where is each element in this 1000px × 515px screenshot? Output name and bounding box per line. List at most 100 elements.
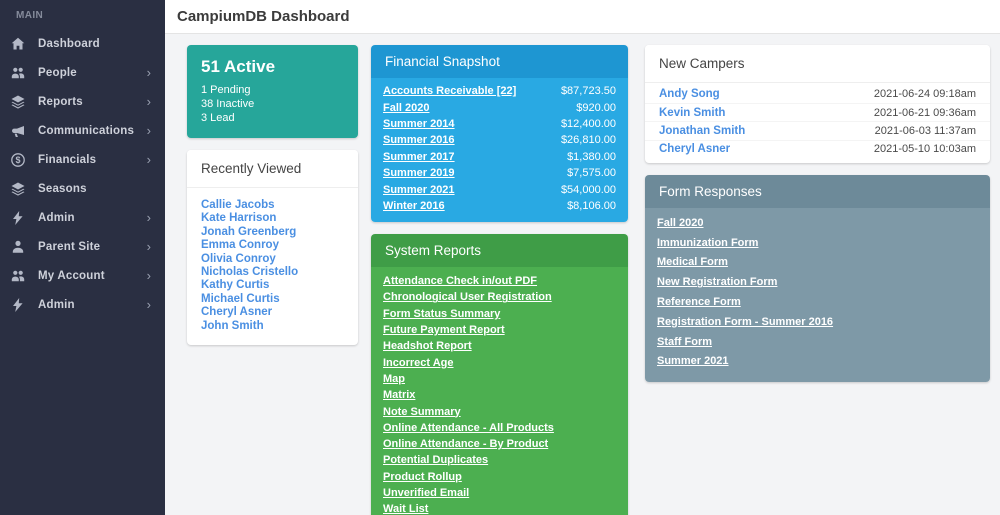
sidebar-item-communications[interactable]: Communications ›	[0, 116, 165, 145]
financial-row-link[interactable]: Fall 2020	[383, 101, 430, 114]
sidebar-item-dashboard[interactable]: Dashboard	[0, 29, 165, 58]
sidebar-item-label: Admin	[38, 298, 75, 311]
sidebar-nav: Dashboard People › Reports ›	[0, 29, 165, 319]
financial-row-link[interactable]: Summer 2017	[383, 150, 455, 163]
sidebar-item-label: Communications	[38, 124, 135, 137]
sidebar-section-label: MAIN	[16, 10, 44, 21]
system-reports-title: System Reports	[371, 234, 628, 268]
sidebar-item-seasons[interactable]: Seasons	[0, 174, 165, 203]
system-report-link[interactable]: Map	[383, 372, 405, 385]
recently-viewed-link[interactable]: Callie Jacobs	[201, 199, 275, 211]
new-campers-card: New Campers Andy Song 2021-06-24 09:18am…	[645, 45, 990, 163]
new-camper-link[interactable]: Cheryl Asner	[659, 143, 731, 156]
form-response-link[interactable]: Registration Form - Summer 2016	[657, 315, 834, 328]
stat-line: 3 Lead	[201, 112, 235, 124]
form-response-link[interactable]: Reference Form	[657, 295, 741, 308]
financial-row-link[interactable]: Accounts Receivable [22]	[383, 85, 517, 98]
sidebar-item-parent-site[interactable]: Parent Site ›	[0, 232, 165, 261]
new-camper-link[interactable]: Kevin Smith	[659, 106, 726, 119]
active-count-card: 51 Active 1 Pending 38 Inactive 3 Lead	[187, 45, 358, 138]
financial-row: Summer 2014 $12,400.00	[371, 116, 628, 132]
sidebar-item-admin[interactable]: Admin ›	[0, 203, 165, 232]
layers-icon	[10, 94, 26, 110]
system-report-link[interactable]: Potential Duplicates	[383, 454, 489, 467]
chevron-right-icon: ›	[146, 297, 151, 312]
financial-row-amount: $7,575.00	[567, 167, 616, 180]
form-response-link[interactable]: Immunization Form	[657, 236, 759, 249]
system-report-link[interactable]: Online Attendance - By Product	[383, 438, 549, 451]
new-camper-row: Kevin Smith 2021-06-21 09:36am	[645, 103, 990, 121]
dashboard-content: 51 Active 1 Pending 38 Inactive 3 Lead Rec…	[165, 34, 1000, 515]
system-report-link[interactable]: Product Rollup	[383, 470, 462, 483]
financial-row-link[interactable]: Summer 2019	[383, 167, 455, 180]
sidebar-item-financials[interactable]: $ Financials ›	[0, 145, 165, 174]
financial-row: Summer 2016 $26,810.00	[371, 132, 628, 148]
people-icon	[10, 268, 26, 284]
new-camper-timestamp: 2021-05-10 10:03am	[873, 143, 976, 156]
sidebar-item-label: People	[38, 66, 77, 79]
recently-viewed-list: Callie Jacobs Kate Harrison Jonah Greenber…	[187, 188, 358, 345]
stat-line: 38 Inactive	[201, 98, 255, 110]
system-report-link[interactable]: Future Payment Report	[383, 324, 505, 337]
system-report-link[interactable]: Note Summary	[383, 405, 461, 418]
financial-row: Summer 2017 $1,380.00	[371, 149, 628, 165]
sidebar-item-label: Parent Site	[38, 240, 101, 253]
financial-row-amount: $26,810.00	[560, 134, 616, 147]
form-response-link[interactable]: Medical Form	[657, 256, 728, 269]
sidebar-item-label: Reports	[38, 95, 83, 108]
financial-row-link[interactable]: Winter 2016	[383, 199, 445, 212]
system-report-link[interactable]: Online Attendance - All Products	[383, 421, 554, 434]
form-response-link[interactable]: New Registration Form	[657, 276, 778, 289]
form-response-link[interactable]: Staff Form	[657, 335, 712, 348]
financial-row-link[interactable]: Summer 2021	[383, 183, 455, 196]
recently-viewed-link[interactable]: Olivia Conroy	[201, 252, 276, 265]
form-responses-title: Form Responses	[645, 174, 990, 208]
system-report-link[interactable]: Unverified Email	[383, 486, 470, 499]
system-report-link[interactable]: Headshot Report	[383, 340, 472, 353]
system-report-link[interactable]: Incorrect Age	[383, 356, 454, 369]
new-camper-link[interactable]: Jonathan Smith	[659, 124, 746, 137]
new-camper-timestamp: 2021-06-21 09:36am	[873, 106, 976, 119]
financial-row: Accounts Receivable [22] $87,723.50	[371, 83, 628, 99]
form-response-link[interactable]: Summer 2021	[657, 355, 729, 368]
system-report-link[interactable]: Form Status Summary	[383, 307, 501, 320]
system-report-link[interactable]: Chronological User Registration	[383, 291, 552, 304]
column-left: 51 Active 1 Pending 38 Inactive 3 Lead Rec…	[187, 45, 358, 357]
active-count-title: 51 Active	[201, 57, 276, 76]
financial-row-amount: $1,380.00	[567, 150, 616, 163]
recently-viewed-link[interactable]: Kathy Curtis	[201, 279, 270, 292]
new-camper-timestamp: 2021-06-03 11:37am	[874, 124, 976, 137]
recently-viewed-link[interactable]: Kate Harrison	[201, 212, 277, 225]
recently-viewed-link[interactable]: Michael Curtis	[201, 292, 280, 305]
chevron-right-icon: ›	[146, 239, 151, 254]
sidebar-item-reports[interactable]: Reports ›	[0, 87, 165, 116]
new-camper-row: Jonathan Smith 2021-06-03 11:37am	[645, 121, 990, 139]
financial-row-amount: $54,000.00	[560, 183, 616, 196]
recently-viewed-link[interactable]: Emma Conroy	[201, 239, 279, 252]
chevron-right-icon: ›	[146, 152, 151, 167]
form-responses-list: Fall 2020 Immunization Form Medical Form Ne…	[645, 207, 990, 383]
system-report-link[interactable]: Wait List	[383, 503, 429, 515]
form-response-link[interactable]: Fall 2020	[657, 216, 704, 229]
page-title: CampiumDB Dashboard	[177, 8, 350, 25]
financial-row-link[interactable]: Summer 2016	[383, 134, 455, 147]
home-icon	[10, 36, 26, 52]
sidebar-item-label: Financials	[38, 153, 97, 166]
bolt-icon	[10, 297, 26, 313]
dollar-icon: $	[10, 152, 26, 168]
sidebar-item-admin-2[interactable]: Admin ›	[0, 290, 165, 319]
system-report-link[interactable]: Attendance Check in/out PDF	[383, 275, 538, 288]
new-camper-link[interactable]: Andy Song	[659, 88, 720, 101]
system-reports-list: Attendance Check in/out PDF Chronological…	[371, 267, 628, 515]
sidebar-item-people[interactable]: People ›	[0, 58, 165, 87]
financial-row-link[interactable]: Summer 2014	[383, 117, 455, 130]
sidebar-item-my-account[interactable]: My Account ›	[0, 261, 165, 290]
system-reports-card: System Reports Attendance Check in/out P…	[371, 234, 628, 515]
recently-viewed-link[interactable]: John Smith	[201, 319, 264, 332]
people-icon	[10, 65, 26, 81]
financial-snapshot-card: Financial Snapshot Accounts Receivable […	[371, 45, 628, 223]
recently-viewed-link[interactable]: Jonah Greenberg	[201, 225, 297, 238]
system-report-link[interactable]: Matrix	[383, 389, 416, 402]
recently-viewed-link[interactable]: Cheryl Asner	[201, 306, 273, 319]
recently-viewed-link[interactable]: Nicholas Cristello	[201, 266, 299, 279]
